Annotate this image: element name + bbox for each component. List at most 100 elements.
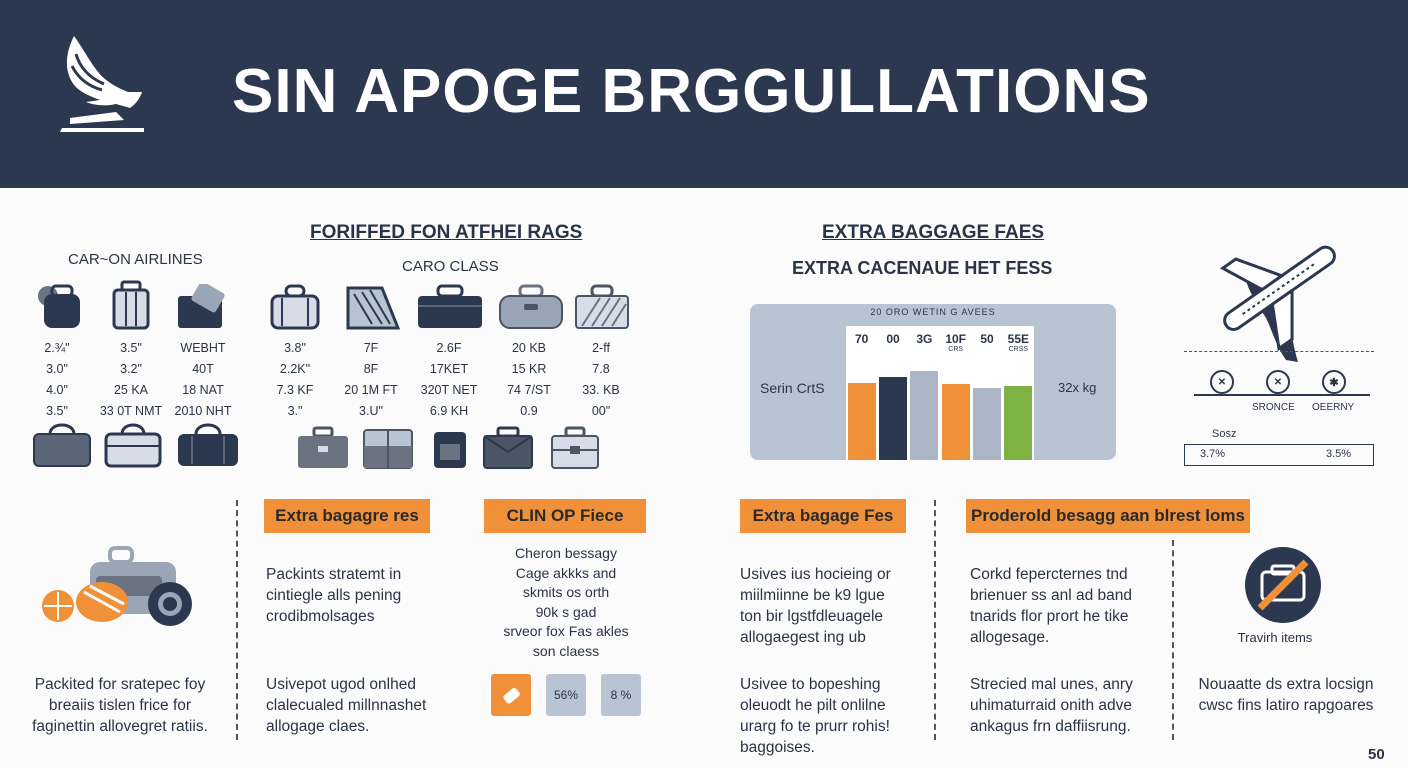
star-badge-icon: ✱ [1322,370,1346,394]
stat-value: 2-ff [592,341,610,355]
table-value-2: 3.5% [1326,448,1352,460]
page-title: SIN APOGE BRGGULLATIONS [232,57,1151,126]
stats-col-6: 2.6F 17KET 320T NET 6.9 KH [414,338,484,422]
briefcase-icon [298,426,348,468]
stat-value: WEBHT [180,341,226,355]
stats-col-3: WEBHT 40T 18 NAT 2010 NHT [168,338,238,422]
stat-value: 33 0T NMT [99,404,163,418]
stat-value: 2.2K" [279,362,311,376]
oversize-luggage-icon [42,546,192,626]
bar-label: 00 [886,332,900,346]
carry-on-label: CAR~ON AIRLINES [68,251,203,268]
piece-concept-box: CLIN OP Fiece [484,499,646,533]
col6-label: Travirh items [1237,630,1313,645]
bar-chart: 70 00 3G 10F CRS 50 55E CRSS [846,326,1034,460]
column-divider [236,500,238,740]
soft-bag-icon [499,284,563,329]
stat-value: 4.0" [46,383,68,397]
stat-value: 20 KB [511,341,547,355]
col4-bottom-text: Usivee to bopeshing oleuodt he pilt onli… [740,676,890,756]
stat-value: 8F [363,362,379,376]
col6-bottom-text: Nouaatte ds extra locsign cwsc fins lati… [1198,676,1374,714]
stat-value: 20 1M FT [344,383,398,397]
chart-bar [847,383,876,460]
case-icon [363,429,413,469]
stat-value: 74 7/ST [507,383,551,397]
airline-logo [60,36,144,132]
chart-bar [910,371,939,460]
prohibited-items-box: Proderold besagg aan blrest loms [966,499,1250,533]
airplane-icon [1219,245,1336,362]
col2-bottom-text: Usivepot ugod onlhed clalecualed millnna… [266,676,427,735]
stat-value: 33. KB [582,383,620,397]
chart-bar [941,384,970,460]
chart-left-label: Serin CrtS [760,380,825,396]
stat-value: 15 KR [511,362,547,376]
duffel-bag-icon [270,284,320,330]
right-section-subtitle: EXTRA CACENAUE HET FESS [792,258,1053,278]
plane-dashed-divider [1184,351,1374,352]
stat-value: 7.3 KF [276,383,314,397]
messenger-bag-icon [483,426,533,469]
bar-label: 55E [1007,332,1029,346]
tote-bag-icon [33,423,91,467]
stats-col-8: 2-ff 7.8 33. KB 00" [566,338,636,422]
laptop-bag-icon [178,284,225,328]
col2-top-text: Packints stratemt in cintiegle alls peni… [266,566,402,625]
stat-value: 2010 NHT [174,404,232,418]
badge-divider [1194,394,1370,396]
stat-value: 2.¾" [44,341,70,355]
percent-chip: 8 % [601,674,641,716]
page-number: 50 [1368,746,1385,763]
prohibited-icon [1245,547,1321,623]
small-backpack-icon [434,432,466,468]
bar-label: 70 [854,332,869,346]
handbag-icon [104,423,162,468]
hatched-bag-icon [575,284,629,329]
bag-tag-icon [491,674,531,716]
baggage-badge-icon: ✕ [1210,370,1234,394]
stat-value: 0.9 [520,404,538,418]
percent-chip: 56% [546,674,586,716]
stat-value: 3." [287,404,303,418]
col3-text: Cheron bessagy Cage akkks and skmits os … [503,545,629,659]
chart-bar [973,388,1001,460]
stat-value: 3.5" [46,404,68,418]
rolling-suitcase-icon [112,280,150,330]
cabin-badge-icon: ✕ [1266,370,1290,394]
stat-value: 3.U" [359,404,383,418]
table-label: Sosz [1212,428,1237,440]
stat-value: 2.6F [436,341,462,355]
plane-label-1: SRONCE [1252,402,1295,413]
bar-sublabel: CRS [948,346,964,353]
stats-col-7: 20 KB 15 KR 74 7/ST 0.9 [494,338,564,422]
col5-bottom-text: Strecied mal unes, anry uhimaturraid oni… [970,676,1133,735]
bar-label: 50 [980,332,994,346]
stat-value: 3.5" [120,341,142,355]
col5-top-text: Corkd fepercternes tnd brienuer ss anl a… [970,566,1133,646]
extra-baggage-box: Extra bagagre res [264,499,430,533]
stat-value: 3.2" [120,362,142,376]
bar-sublabel: CRSS [1008,346,1029,353]
right-section-title: EXTRA BAGGAGE FAES [822,222,1045,243]
stat-value: 3.0" [46,362,68,376]
chart-title: 20 ORO WETIN G AVEES [870,307,996,317]
bar-label: 10F [945,332,966,346]
bar-label: 3G [916,332,933,346]
striped-bag-icon [346,286,400,330]
col4-top-text: Usives ius hocieing or miilmiinne be k9 … [740,566,891,646]
stats-col-4: 3.8" 2.2K" 7.3 KF 3." [260,338,330,422]
left-section-title: FORIFFED FON ATFHEI RAGS [310,222,583,243]
stat-value: 17KET [429,362,469,376]
fee-table [1184,444,1374,466]
travel-bag-icon [418,284,482,328]
stat-value: 25 KA [113,383,149,397]
chart-bar [1004,386,1033,460]
weekend-bag-icon [178,423,238,466]
stat-value: 7.8 [592,362,610,376]
stat-value: 18 NAT [182,383,224,397]
backpack-icon [38,284,80,328]
cargo-class-label: CARO CLASS [402,258,499,275]
stat-value: 40T [192,362,214,376]
stats-col-5: 7F 8F 20 1M FT 3.U" [336,338,406,422]
